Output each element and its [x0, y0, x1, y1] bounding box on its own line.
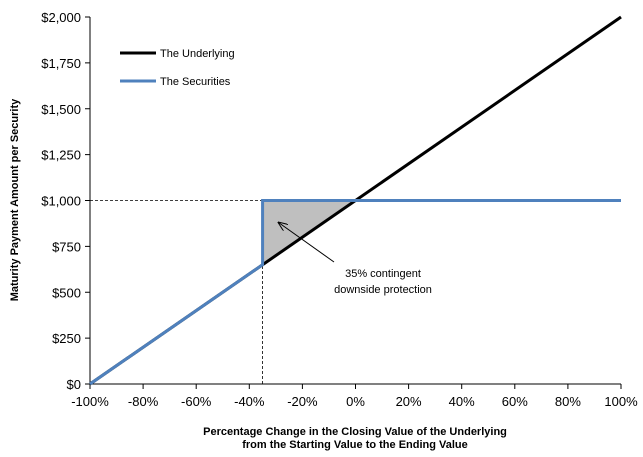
y-tick-label: $0: [67, 377, 81, 392]
x-tick-label: 60%: [502, 394, 528, 409]
x-tick-label: 0%: [346, 394, 365, 409]
y-tick-label: $1,750: [41, 56, 81, 71]
x-tick-label: 80%: [555, 394, 581, 409]
y-axis-title: Maturity Payment Amount per Security: [9, 98, 21, 301]
y-tick-label: $750: [52, 239, 81, 254]
y-tick-label: $1,000: [41, 194, 81, 209]
y-tick-label: $1,250: [41, 148, 81, 163]
y-axis-ticks: $0 $250 $500 $750 $1,000 $1,250 $1,500 $1,750 $2…: [41, 10, 90, 392]
x-axis-title-line-1: Percentage Change in the Closing Value o…: [203, 426, 507, 438]
annotation-line-2: downside protection: [334, 284, 432, 296]
x-tick-label: 20%: [396, 394, 422, 409]
x-tick-label: -100%: [71, 394, 109, 409]
y-tick-label: $250: [52, 331, 81, 346]
x-tick-label: -60%: [181, 394, 212, 409]
legend: The Underlying The Securities: [120, 48, 235, 88]
x-tick-label: 100%: [604, 394, 638, 409]
x-axis-title-line-2: from the Starting Value to the Ending Va…: [242, 439, 468, 451]
x-tick-label: -20%: [287, 394, 318, 409]
x-tick-label: 40%: [449, 394, 475, 409]
legend-label-underlying: The Underlying: [160, 48, 235, 60]
annotation-arrow: [279, 223, 335, 263]
annotation-line-1: 35% contingent: [345, 268, 421, 280]
legend-label-securities: The Securities: [160, 76, 231, 88]
y-tick-label: $1,500: [41, 102, 81, 117]
series-line-securities: [89, 199, 621, 386]
x-tick-label: -80%: [128, 394, 159, 409]
y-tick-label: $500: [52, 285, 81, 300]
x-axis-ticks: -100% -80% -60% -40% -20% 0% 20% 40% 60% 80% 100%: [71, 384, 638, 409]
y-tick-label: $2,000: [41, 10, 81, 25]
x-tick-label: -40%: [234, 394, 265, 409]
